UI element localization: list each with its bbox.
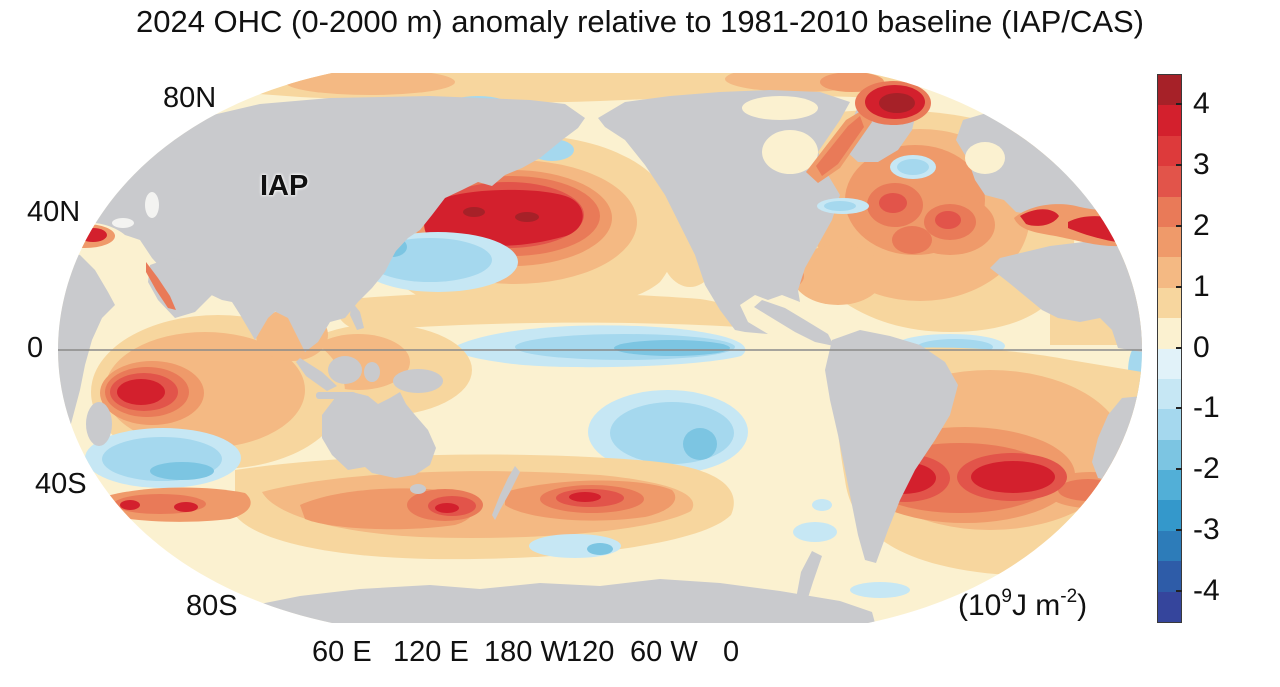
anomaly-baffin-dark [879,93,915,113]
landmass-antarctic-peninsula [795,551,822,604]
anomaly-spacific-core [683,428,717,460]
lat-label-40s: 40S [35,468,87,500]
colorbar-segment [1158,500,1181,531]
landmass-japan [378,194,421,269]
lon-label-60w: 60 W [630,636,698,668]
landmass-tasmania [410,484,426,494]
colorbar-segment [1158,591,1181,623]
landmass-arabia [148,258,212,318]
anomaly-coldblob [897,159,929,175]
anomaly-mediterranean-west [1020,209,1059,226]
arctic-islands-patch [742,96,818,120]
anomaly-med-west-edge-core [79,228,107,242]
anomaly-blob [793,522,837,542]
landmass-philippines [350,302,364,330]
colorbar-segment [1158,257,1181,288]
lon-label-120w: 120 [566,636,615,668]
units-label: (109J m-2) [958,586,1088,623]
colorbar-segment [1158,166,1181,197]
colorbar-segment [1158,135,1181,167]
anomaly-blob [285,73,455,95]
anomaly-spacific-cool [610,402,734,464]
anomaly-blob [879,193,907,213]
baltic-patch [965,142,1005,174]
anomaly-blob [812,499,832,511]
anomaly-npacific-band [336,292,745,331]
lat-label-40n: 40N [27,196,81,228]
landmass-australia [322,392,436,478]
lon-label-60e: 60 E [312,636,372,668]
anomaly-blob [435,503,459,513]
colorbar-segment [1158,439,1181,471]
hudson-bay-patch [762,130,818,174]
anomaly-blob [515,212,539,222]
lon-label-0: 0 [723,636,740,668]
anomaly-nwatlantic-cool-core [824,201,856,211]
landmass-new-zealand [492,466,520,520]
colorbar [1157,74,1182,623]
anomaly-eqpacific-core [614,340,730,356]
landmass-madagascar [86,402,112,446]
black-sea [112,218,134,228]
landmass-borneo [328,356,362,384]
colorbar-segment [1158,318,1181,349]
colorbar-segment [1158,470,1181,501]
colorbar-segment [1158,409,1181,440]
colorbar-segment [1158,226,1181,258]
anomaly-blob [463,207,485,217]
lat-label-80s: 80S [186,590,238,622]
colorbar-segment [1158,561,1181,592]
figure-title: 2024 OHC (0-2000 m) anomaly relative to … [135,4,1144,39]
colorbar-segment [1158,287,1181,319]
units-open: (10 [958,589,1002,622]
colorbar-segment [1158,196,1181,227]
units-exponent: 9 [1001,586,1012,607]
caspian-sea [145,192,159,218]
lon-label-180w: 180 W [484,636,568,668]
anomaly-blob [587,543,613,555]
anomaly-satlantic-core-east [971,461,1055,493]
landmass-africa-west-edge [58,250,115,472]
anomaly-blob [892,226,932,254]
landmass-south-america [825,330,958,563]
anomaly-blob [1114,228,1134,238]
units-close: ) [1077,589,1088,622]
lat-label-80n: 80N [163,82,217,114]
lon-label-120e: 120 E [393,636,469,668]
lat-label-0: 0 [27,332,44,364]
iap-dataset-label: IAP [260,170,309,202]
anomaly-blob [935,211,961,229]
colorbar-segment [1158,530,1181,562]
landmass-sumatra [296,358,337,391]
units-mid: J m [1011,589,1061,622]
colorbar-segment [1158,348,1181,379]
anomaly-labrador-streak-core [816,116,864,176]
units-exponent2: -2 [1060,586,1078,607]
anomaly-red-sea [146,262,176,310]
landmass-antarctica [240,579,875,623]
anomaly-agulhas-core [1058,479,1118,501]
anomaly-blob [569,492,601,502]
anomaly-swindian-core [117,379,165,405]
colorbar-segment [1158,378,1181,410]
anomaly-blob [850,582,910,598]
colorbar-segment [1158,105,1181,136]
anomaly-blob [792,245,884,305]
landmass-india [232,262,292,340]
landmass-sulawesi [364,362,380,382]
anomaly-kuroshio-core [424,189,583,246]
anomaly-swindian-cool-core [150,462,214,480]
colorbar-segment [1158,75,1181,106]
landmass-central-america [754,300,834,346]
landmass-africa-northwest [990,240,1142,352]
anomaly-blob [120,500,140,510]
anomaly-blob [174,502,198,512]
landmass-new-guinea [393,369,443,393]
